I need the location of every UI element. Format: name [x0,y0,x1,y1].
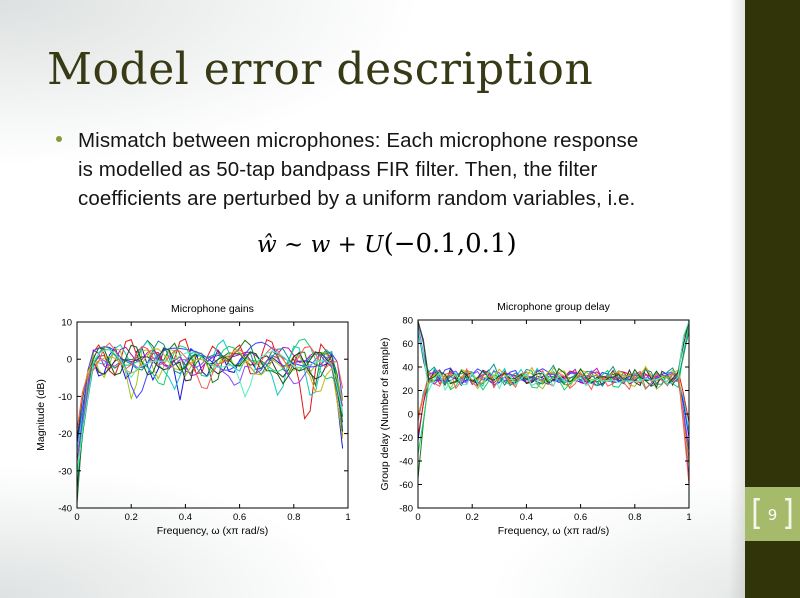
svg-text:-40: -40 [58,504,72,515]
svg-text:60: 60 [402,339,413,350]
svg-text:Frequency, ω (xπ rad/s): Frequency, ω (xπ rad/s) [498,525,610,537]
svg-text:1: 1 [686,512,691,523]
accent-sidebar: [ 9 ] [745,0,800,598]
svg-text:0.4: 0.4 [179,512,192,523]
page-number: 9 [767,506,778,524]
microphone-gains-chart: 0 0.2 0.4 0.6 0.8 1 10 0 -10 -20 -30 -40 Microphone … [35,303,351,537]
svg-text:10: 10 [61,318,72,329]
svg-text:0.2: 0.2 [466,512,479,523]
formula-args: (−0.1,0.1) [383,229,517,259]
formula-lhs: ŵ ~ [257,232,311,258]
svg-text:80: 80 [402,316,413,327]
svg-text:-20: -20 [399,433,413,444]
svg-text:Magnitude (dB): Magnitude (dB) [35,379,47,451]
svg-text:0: 0 [408,410,413,421]
svg-text:0: 0 [74,512,79,523]
content-edge-shadow [729,0,745,598]
svg-text:Group delay (Number of sample): Group delay (Number of sample) [379,338,391,491]
slide-title: Model error description [47,44,594,95]
svg-text:20: 20 [402,386,413,397]
svg-text:40: 40 [402,363,413,374]
svg-text:-20: -20 [58,429,72,440]
bullet-text: Mismatch between microphones: Each micro… [78,129,639,210]
svg-text:0.6: 0.6 [233,512,246,523]
svg-text:-40: -40 [399,457,413,468]
bullet-item: Mismatch between microphones: Each micro… [56,126,716,213]
bullet-marker-icon [56,136,62,142]
svg-text:Microphone gains: Microphone gains [171,303,254,315]
svg-text:0: 0 [67,355,72,366]
svg-text:-80: -80 [399,504,413,515]
left-bracket: [ [751,493,763,534]
svg-text:0.4: 0.4 [520,512,533,523]
svg-text:0.2: 0.2 [125,512,138,523]
svg-text:-10: -10 [58,392,72,403]
svg-text:Microphone group delay: Microphone group delay [497,301,610,313]
svg-text:0.6: 0.6 [574,512,587,523]
svg-text:0: 0 [415,512,420,523]
page-number-badge: [ 9 ] [745,487,800,541]
svg-text:-60: -60 [399,480,413,491]
formula: ŵ ~ w + U(−0.1,0.1) [257,229,517,259]
formula-mid: w + U [310,232,384,258]
svg-text:1: 1 [345,512,350,523]
microphone-group-delay-chart: 0 0.2 0.4 0.6 0.8 1 80 60 40 20 0 -20 -40 -60 -80 Micro… [379,301,692,537]
right-bracket: ] [782,493,794,534]
svg-text:-30: -30 [58,466,72,477]
svg-text:0.8: 0.8 [287,512,300,523]
svg-text:Frequency, ω (xπ rad/s): Frequency, ω (xπ rad/s) [157,525,269,537]
svg-text:0.8: 0.8 [628,512,641,523]
